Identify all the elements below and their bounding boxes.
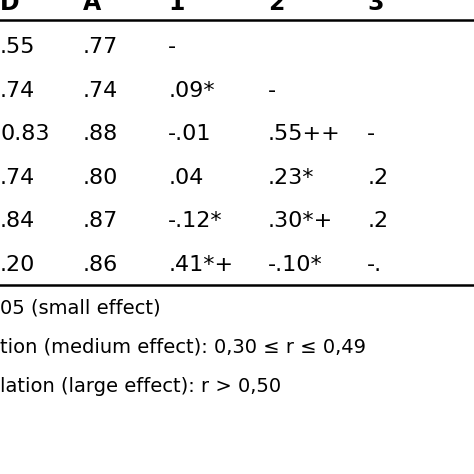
Text: 3: 3 bbox=[367, 0, 384, 15]
Text: 2: 2 bbox=[268, 0, 284, 15]
Text: .55++: .55++ bbox=[268, 124, 340, 144]
Text: .88: .88 bbox=[83, 124, 118, 144]
Text: .74: .74 bbox=[0, 81, 35, 100]
Text: .04: .04 bbox=[168, 168, 204, 188]
Text: .2: .2 bbox=[367, 168, 389, 188]
Text: .74: .74 bbox=[83, 81, 118, 100]
Text: .84: .84 bbox=[0, 211, 35, 231]
Text: -.12*: -.12* bbox=[168, 211, 223, 231]
Text: -.01: -.01 bbox=[168, 124, 212, 144]
Text: .2: .2 bbox=[367, 211, 389, 231]
Text: .20: .20 bbox=[0, 255, 36, 275]
Text: lation (large effect): r > 0,50: lation (large effect): r > 0,50 bbox=[0, 377, 281, 396]
Text: .55: .55 bbox=[0, 37, 36, 57]
Text: -: - bbox=[168, 37, 176, 57]
Text: .30*+: .30*+ bbox=[268, 211, 333, 231]
Text: .41*+: .41*+ bbox=[168, 255, 233, 275]
Text: 05 (small effect): 05 (small effect) bbox=[0, 299, 161, 318]
Text: -: - bbox=[367, 124, 375, 144]
Text: .77: .77 bbox=[83, 37, 118, 57]
Text: A: A bbox=[83, 0, 101, 15]
Text: .80: .80 bbox=[83, 168, 118, 188]
Text: .09*: .09* bbox=[168, 81, 215, 100]
Text: .87: .87 bbox=[83, 211, 118, 231]
Text: -: - bbox=[268, 81, 276, 100]
Text: D: D bbox=[0, 0, 19, 15]
Text: .23*: .23* bbox=[268, 168, 314, 188]
Text: .86: .86 bbox=[83, 255, 118, 275]
Text: 1: 1 bbox=[168, 0, 185, 15]
Text: tion (medium effect): 0,30 ≤ r ≤ 0,49: tion (medium effect): 0,30 ≤ r ≤ 0,49 bbox=[0, 338, 366, 357]
Text: .74: .74 bbox=[0, 168, 35, 188]
Text: 0.83: 0.83 bbox=[0, 124, 49, 144]
Text: -.10*: -.10* bbox=[268, 255, 323, 275]
Text: -.: -. bbox=[367, 255, 383, 275]
